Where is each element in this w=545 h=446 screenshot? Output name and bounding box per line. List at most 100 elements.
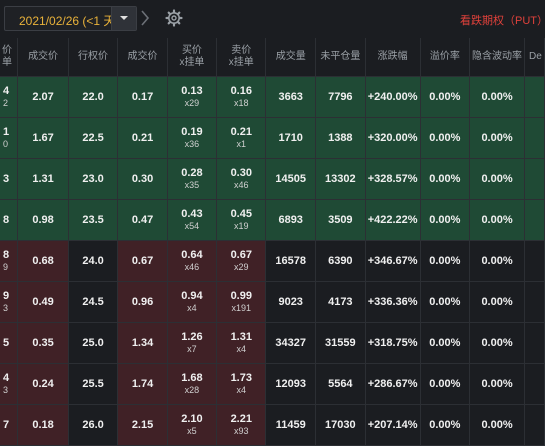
table-row[interactable]: 8 0.98 23.5 0.47 0.43 x54 0.45 x19 6893 3509 +422.… xyxy=(0,199,545,241)
table-row[interactable]: 4 3 0.24 25.5 1.74 1.68 x28 1.73 x4 12093 5564 +286… xyxy=(0,363,545,405)
expiry-date-value: 2021/02/26 (<1 天) xyxy=(19,14,120,28)
change-percent: +320.00% xyxy=(365,117,421,159)
ask-cell[interactable]: 1.73 x4 xyxy=(216,363,267,405)
bid-cell[interactable]: 0.64 x46 xyxy=(167,240,218,282)
volume: 34327 xyxy=(265,322,316,364)
table-row[interactable]: 1 0 1.67 22.5 0.21 0.19 x36 0.21 x1 1710 1388 +320.… xyxy=(0,117,545,159)
last-price: 0.47 xyxy=(117,199,168,241)
strike-price: 23.0 xyxy=(68,158,119,200)
delta xyxy=(524,117,545,159)
ask-cell[interactable]: 1.31 x4 xyxy=(216,322,267,364)
premium-rate: 0.00% xyxy=(420,158,471,200)
call-last-price: 0.18 xyxy=(17,404,69,446)
delta xyxy=(524,76,545,118)
table-row[interactable]: 7 0.18 26.0 2.15 2.10 x5 2.21 x93 11459 17030 +207… xyxy=(0,404,545,446)
strike-price: 24.0 xyxy=(68,240,119,282)
header-strike[interactable]: 行权价 xyxy=(68,38,119,77)
call-last-price: 1.67 xyxy=(17,117,69,159)
premium-rate: 0.00% xyxy=(420,117,471,159)
ask-cell[interactable]: 0.45 x19 xyxy=(216,199,267,241)
ask-cell[interactable]: 0.16 x18 xyxy=(216,76,267,118)
call-last-price: 0.24 xyxy=(17,363,69,405)
bid-cell[interactable]: 0.28 x35 xyxy=(167,158,218,200)
table-row[interactable]: 4 2 2.07 22.0 0.17 0.13 x29 0.16 x18 3663 7796 +240… xyxy=(0,76,545,118)
ask-cell[interactable]: 2.21 x93 xyxy=(216,404,267,446)
header-open-interest[interactable]: 未平仓量 xyxy=(315,38,366,77)
change-percent: +346.67% xyxy=(365,240,421,282)
bid-cell[interactable]: 0.13 x29 xyxy=(167,76,218,118)
implied-volatility: 0.00% xyxy=(469,322,525,364)
premium-rate: 0.00% xyxy=(420,281,471,323)
open-interest: 6390 xyxy=(315,240,366,282)
put-options-label[interactable]: 看跌期权（PUT） xyxy=(460,15,545,27)
bid-cell[interactable]: 0.19 x36 xyxy=(167,117,218,159)
date-dropdown-button[interactable] xyxy=(111,7,136,30)
delta xyxy=(524,322,545,364)
volume: 3663 xyxy=(265,76,316,118)
change-percent: +318.75% xyxy=(365,322,421,364)
ask-cell[interactable]: 0.21 x1 xyxy=(216,117,267,159)
strike-price: 23.5 xyxy=(68,199,119,241)
table-row[interactable]: 5 0.35 25.0 1.34 1.26 x7 1.31 x4 34327 31559 +318.… xyxy=(0,322,545,364)
delta xyxy=(524,199,545,241)
table-row[interactable]: 9 3 0.49 24.5 0.96 0.94 x4 0.99 x191 9023 4173 +336… xyxy=(0,281,545,323)
open-interest: 7796 xyxy=(315,76,366,118)
bid-cell[interactable]: 0.43 x54 xyxy=(167,199,218,241)
volume: 11459 xyxy=(265,404,316,446)
implied-volatility: 0.00% xyxy=(469,363,525,405)
strike-price: 25.0 xyxy=(68,322,119,364)
strike-price: 22.0 xyxy=(68,76,119,118)
premium-rate: 0.00% xyxy=(420,76,471,118)
call-side-cell: 7 xyxy=(0,404,19,446)
table-header: 价单 成交价 行权价 成交价 买价 x挂单 卖价 x挂单 成交量 未平仓量 涨跌幅 … xyxy=(0,38,545,77)
volume: 14505 xyxy=(265,158,316,200)
call-side-cell: 3 xyxy=(0,158,19,200)
last-price: 1.34 xyxy=(117,322,168,364)
gear-icon[interactable] xyxy=(165,9,183,27)
header-implied-volatility[interactable]: 隐含波动率 xyxy=(469,38,525,77)
volume: 12093 xyxy=(265,363,316,405)
volume: 6893 xyxy=(265,199,316,241)
change-percent: +328.57% xyxy=(365,158,421,200)
header-last-price-call[interactable]: 成交价 xyxy=(17,38,69,77)
header-col-0[interactable]: 价单 xyxy=(0,38,19,77)
header-change[interactable]: 涨跌幅 xyxy=(365,38,421,77)
header-ask[interactable]: 卖价 x挂单 xyxy=(216,38,267,77)
change-percent: +336.36% xyxy=(365,281,421,323)
change-percent: +240.00% xyxy=(365,76,421,118)
table-row[interactable]: 3 1.31 23.0 0.30 0.28 x35 0.30 x46 14505 13302 +32… xyxy=(0,158,545,200)
last-price: 0.17 xyxy=(117,76,168,118)
header-premium[interactable]: 溢价率 xyxy=(420,38,471,77)
header-volume[interactable]: 成交量 xyxy=(265,38,316,77)
strike-price: 22.5 xyxy=(68,117,119,159)
expiry-date-select[interactable]: 2021/02/26 (<1 天) xyxy=(4,6,137,31)
last-price: 2.15 xyxy=(117,404,168,446)
header-last-price[interactable]: 成交价 xyxy=(117,38,168,77)
last-price: 0.96 xyxy=(117,281,168,323)
premium-rate: 0.00% xyxy=(420,240,471,282)
ask-cell[interactable]: 0.30 x46 xyxy=(216,158,267,200)
chevron-right-icon[interactable] xyxy=(140,9,150,27)
delta xyxy=(524,240,545,282)
last-price: 0.30 xyxy=(117,158,168,200)
call-last-price: 1.31 xyxy=(17,158,69,200)
implied-volatility: 0.00% xyxy=(469,76,525,118)
call-side-cell: 8 xyxy=(0,199,19,241)
call-last-price: 0.68 xyxy=(17,240,69,282)
ask-cell[interactable]: 0.99 x191 xyxy=(216,281,267,323)
change-percent: +286.67% xyxy=(365,363,421,405)
table-row[interactable]: 8 9 0.68 24.0 0.67 0.64 x46 0.67 x29 16578 6390 +34… xyxy=(0,240,545,282)
bid-cell[interactable]: 0.94 x4 xyxy=(167,281,218,323)
bid-cell[interactable]: 2.10 x5 xyxy=(167,404,218,446)
open-interest: 1388 xyxy=(315,117,366,159)
delta xyxy=(524,281,545,323)
header-delta[interactable]: De xyxy=(524,38,545,77)
open-interest: 31559 xyxy=(315,322,366,364)
bid-cell[interactable]: 1.26 x7 xyxy=(167,322,218,364)
bid-cell[interactable]: 1.68 x28 xyxy=(167,363,218,405)
header-bid[interactable]: 买价 x挂单 xyxy=(167,38,218,77)
ask-cell[interactable]: 0.67 x29 xyxy=(216,240,267,282)
